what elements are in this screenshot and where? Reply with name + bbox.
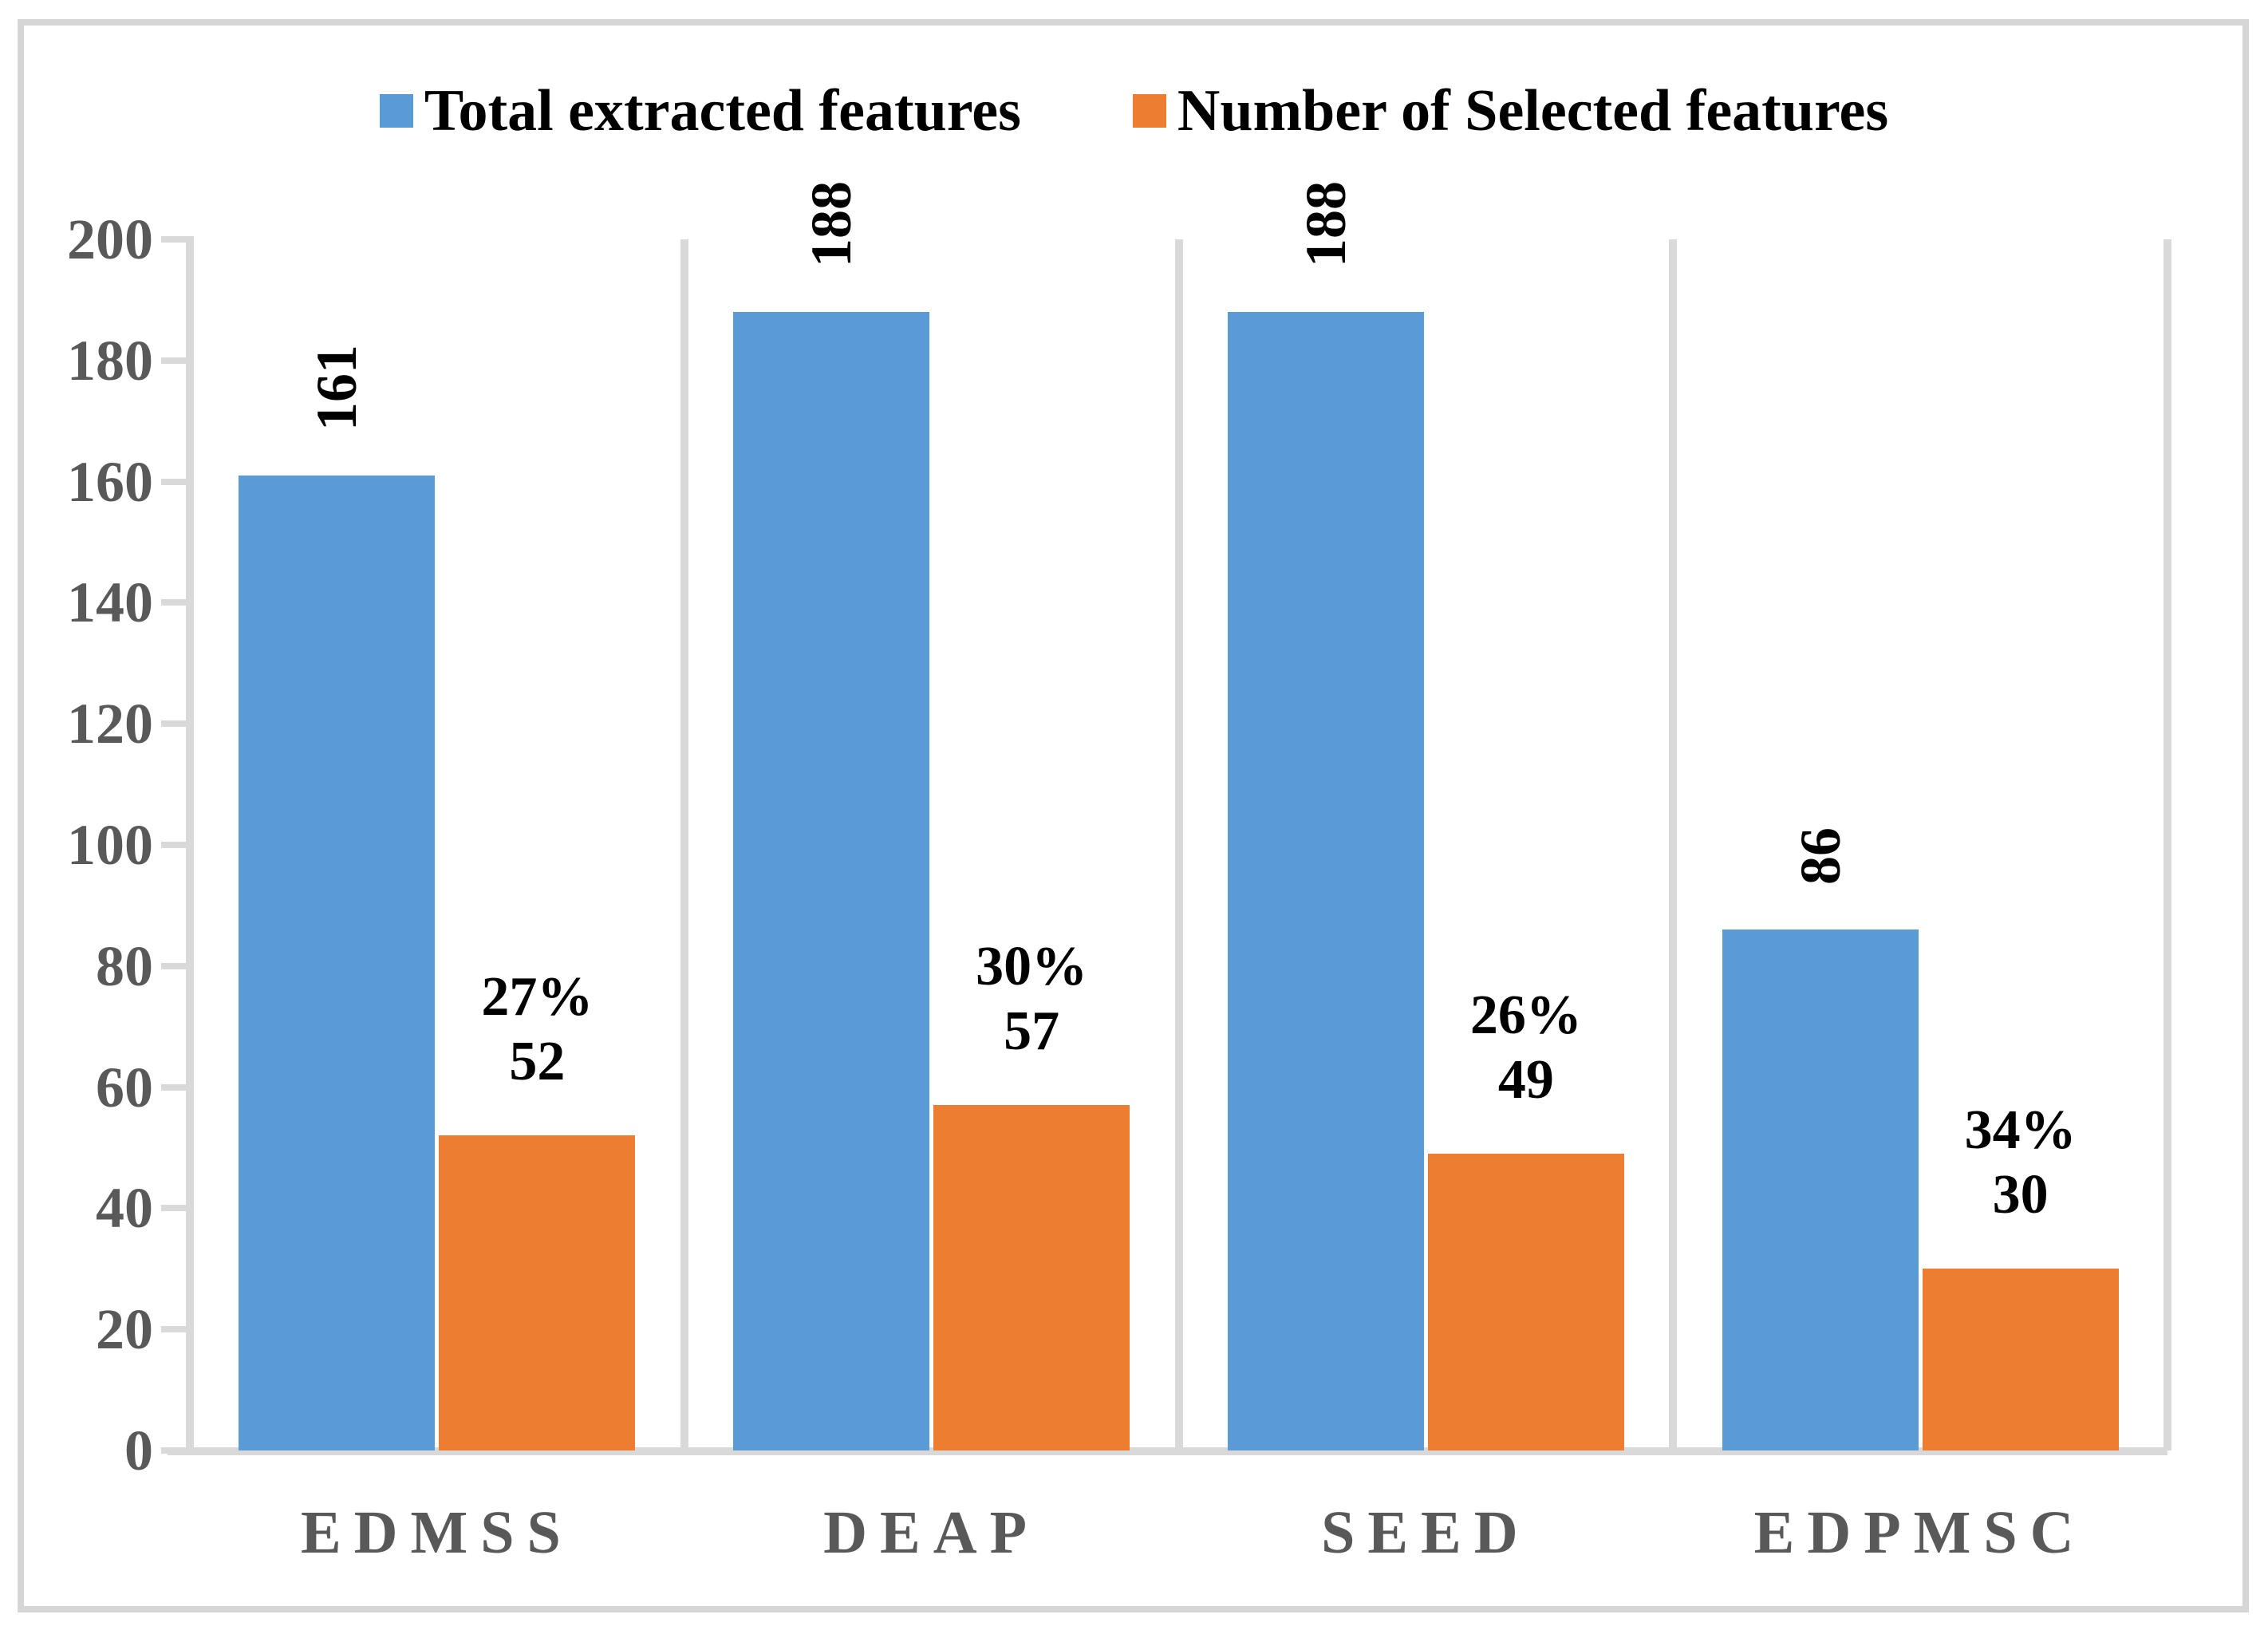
selected-value-label: 30 (1992, 1164, 2049, 1226)
y-axis-tick (161, 478, 190, 485)
data-label-selected: 26% 49 (1327, 983, 1726, 1112)
category-separator-line (1174, 239, 1183, 1450)
y-tick-label: 140 (67, 570, 153, 635)
bar-number-of-selected-features (933, 1105, 1130, 1450)
y-tick-label: 20 (96, 1297, 153, 1362)
y-axis-tick (161, 1083, 190, 1091)
bar-total-extracted-features (1227, 312, 1424, 1450)
y-axis-tick (161, 842, 190, 848)
y-axis-tick (161, 1205, 190, 1212)
bar-total-extracted-features (239, 476, 436, 1450)
y-axis-tick (161, 720, 190, 728)
x-axis-category-label: SEED (1321, 1499, 1531, 1566)
legend: Total extracted features Number of Selec… (0, 67, 2268, 155)
y-tick-label: 120 (67, 692, 153, 756)
y-tick-label: 0 (124, 1419, 153, 1482)
bar-number-of-selected-features (1922, 1269, 2119, 1450)
selected-percent-label: 30% (976, 936, 1088, 997)
data-label-total-extracted: 188 (1293, 181, 1358, 268)
y-axis-tick (161, 236, 190, 243)
category-separator-line (680, 239, 688, 1450)
selected-percent-label: 27% (481, 965, 594, 1028)
x-axis-line (168, 1447, 2167, 1455)
y-axis-tick (161, 599, 190, 606)
y-tick-label: 60 (96, 1055, 153, 1119)
selected-value-label: 52 (509, 1031, 566, 1093)
bar-total-extracted-features (1722, 929, 1919, 1450)
selected-value-label: 49 (1497, 1048, 1554, 1111)
legend-label-total-extracted: Total extracted features (424, 77, 1021, 144)
legend-label-selected: Number of Selected features (1177, 77, 1889, 144)
y-axis-tick (161, 962, 190, 969)
selected-percent-label: 26% (1469, 984, 1582, 1046)
legend-item-selected: Number of Selected features (1132, 77, 1889, 145)
legend-item-total-extracted: Total extracted features (379, 77, 1021, 145)
legend-swatch-0 (379, 94, 413, 128)
x-axis-category-label: EDMSS (300, 1499, 574, 1566)
y-tick-label: 40 (96, 1176, 153, 1241)
legend-swatch-1 (1132, 94, 1166, 128)
selected-value-label: 57 (1004, 1000, 1060, 1063)
bar-total-extracted-features (733, 312, 930, 1450)
y-tick-label: 200 (67, 207, 153, 271)
y-tick-label: 160 (67, 449, 153, 514)
data-label-total-extracted: 86 (1788, 827, 1852, 886)
y-axis-line (186, 236, 194, 1450)
data-label-total-extracted: 188 (799, 181, 864, 268)
x-axis-category-label: DEAP (823, 1499, 1040, 1566)
data-label-total-extracted: 161 (305, 345, 369, 432)
bar-number-of-selected-features (439, 1135, 636, 1450)
y-axis-tick (161, 357, 190, 364)
data-label-selected: 27% 52 (337, 965, 736, 1094)
y-tick-label: 80 (96, 933, 153, 998)
x-axis-category-label: EDPMSC (1753, 1499, 2087, 1566)
category-separator-line (2163, 239, 2171, 1450)
y-tick-label: 180 (67, 328, 153, 393)
category-separator-line (1669, 239, 1678, 1450)
selected-percent-label: 34% (1964, 1099, 2077, 1161)
data-label-selected: 34% 30 (1821, 1098, 2220, 1227)
y-tick-label: 100 (67, 813, 153, 877)
y-axis-tick (161, 1326, 190, 1333)
data-label-selected: 30% 57 (832, 934, 1231, 1064)
bar-number-of-selected-features (1427, 1154, 1624, 1450)
figure-border (18, 19, 2249, 1612)
